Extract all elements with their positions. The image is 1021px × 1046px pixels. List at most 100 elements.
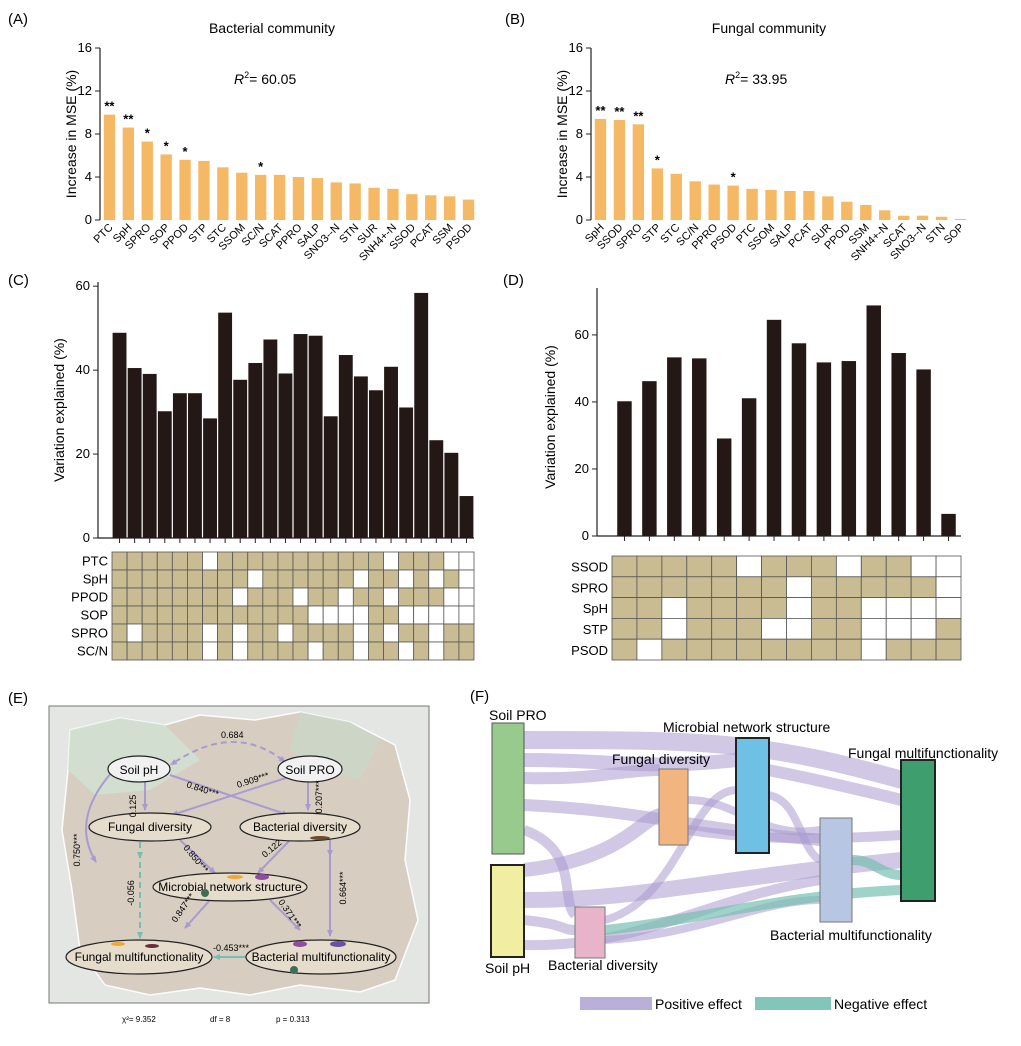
sankey-node-fungal-diversity xyxy=(658,768,689,846)
y-tick-label: 16 xyxy=(569,40,583,55)
matrix-cell xyxy=(277,641,294,661)
node-soil-ph-label: Soil pH xyxy=(120,763,159,777)
microbe-icon xyxy=(290,966,298,974)
sankey-label-fungal-diversity: Fungal diversity xyxy=(612,751,710,767)
bar-SNO3--N xyxy=(916,215,929,220)
matrix-cell xyxy=(111,587,128,607)
matrix-cell xyxy=(337,551,354,571)
matrix-cell xyxy=(835,576,862,598)
matrix-cell xyxy=(761,576,787,598)
matrix-cell xyxy=(337,587,354,607)
matrix-cell xyxy=(761,555,787,578)
bar-PPOD xyxy=(179,159,191,220)
matrix-cell xyxy=(187,587,203,607)
significance-mark: * xyxy=(258,159,264,174)
matrix-cell xyxy=(860,618,887,640)
bar-SSOM xyxy=(765,189,777,220)
matrix-cell xyxy=(811,576,837,598)
panel-b-label: (B) xyxy=(505,11,525,28)
panel-b-title: Fungal community xyxy=(712,20,826,36)
significance-mark: * xyxy=(164,138,170,153)
matrix-cell xyxy=(636,638,663,661)
matrix-cell xyxy=(352,587,369,607)
matrix-cell xyxy=(141,623,158,643)
variation-bar xyxy=(218,312,233,538)
bar-PCAT xyxy=(803,190,815,220)
flow-pro-fungal-mf xyxy=(523,731,905,789)
matrix-cell xyxy=(352,569,369,589)
variation-bar xyxy=(369,390,383,538)
matrix-cell xyxy=(126,641,143,661)
path-network-fungal-mf xyxy=(184,899,211,929)
panel-d-matrix: SSOD SPRO SpH STP PSOD xyxy=(571,555,962,661)
matrix-cell xyxy=(352,641,369,661)
matrix-cell xyxy=(711,576,738,598)
matrix-cell xyxy=(761,618,787,640)
bar-SC/N xyxy=(689,181,701,220)
matrix-cell xyxy=(383,569,399,589)
matrix-cell xyxy=(171,623,188,643)
bar-SCAT xyxy=(897,215,910,220)
coef-bacterial-mf-fungal-mf: -0.453*** xyxy=(213,943,250,953)
matrix-cell xyxy=(935,555,962,578)
variation-bar xyxy=(444,452,459,538)
matrix-cell xyxy=(786,555,812,578)
matrix-cell xyxy=(187,641,203,661)
matrix-cell xyxy=(383,641,399,661)
matrix-cell xyxy=(736,597,762,619)
matrix-cell xyxy=(156,551,173,571)
variation-bar xyxy=(338,355,353,538)
legend-positive-label: Positive effect xyxy=(655,996,742,1012)
matrix-cell xyxy=(232,623,249,643)
bar-SSOM xyxy=(236,172,248,220)
variation-bar xyxy=(667,357,682,536)
bar-SOP xyxy=(160,154,172,220)
matrix-cell xyxy=(860,576,887,598)
matrix-cell xyxy=(202,587,218,607)
x-tick-label: PTC xyxy=(92,222,116,246)
matrix-cell xyxy=(156,569,173,589)
variation-bar xyxy=(127,368,142,538)
coef-ph-fungal-mf: 0.750*** xyxy=(72,833,82,867)
matrix-cell xyxy=(292,569,309,589)
variation-bar xyxy=(642,381,657,536)
node-bacterial-multifunctionality-label: Bacterial multifunctionality xyxy=(252,950,391,964)
matrix-cell xyxy=(413,623,430,643)
matrix-cell xyxy=(910,618,937,640)
matrix-cell xyxy=(443,623,460,643)
panel-b-r2: R2= 33.95 xyxy=(725,70,787,87)
sankey-label-soil-ph: Soil pH xyxy=(485,960,530,976)
variation-bar xyxy=(353,376,368,538)
y-tick-label: 12 xyxy=(78,83,92,98)
matrix-cell xyxy=(761,638,787,661)
bar-STP xyxy=(651,168,664,220)
matrix-cell xyxy=(322,623,339,643)
matrix-cell xyxy=(247,623,264,643)
matrix-cell xyxy=(307,605,324,625)
matrix-row-label: PSOD xyxy=(571,643,608,658)
matrix-cell xyxy=(661,638,688,661)
path-fungal-div-network xyxy=(179,839,216,874)
bar-PTC xyxy=(746,188,758,220)
variation-bar xyxy=(157,411,172,538)
matrix-cell xyxy=(835,618,862,640)
panel-e-label: (E) xyxy=(8,690,28,707)
bar-SALP xyxy=(311,178,324,220)
matrix-cell xyxy=(292,587,309,607)
matrix-cell xyxy=(337,641,354,661)
panel-a: (A) Bacterial community R2= 60.05 Increa… xyxy=(8,11,475,264)
matrix-cell xyxy=(413,641,430,661)
panel-c-ylabel: Variation explained (%) xyxy=(51,338,67,482)
y-tick-label: 0 xyxy=(83,530,90,545)
y-tick-label: 60 xyxy=(76,278,90,293)
variation-bar xyxy=(399,407,414,538)
matrix-cell xyxy=(126,569,143,589)
matrix-row-label: PPOD xyxy=(71,590,108,605)
matrix-cell xyxy=(352,551,369,571)
matrix-cell xyxy=(636,576,663,598)
matrix-cell xyxy=(247,641,264,661)
matrix-cell xyxy=(187,623,203,643)
matrix-cell xyxy=(368,587,384,607)
significance-mark: * xyxy=(731,170,737,185)
